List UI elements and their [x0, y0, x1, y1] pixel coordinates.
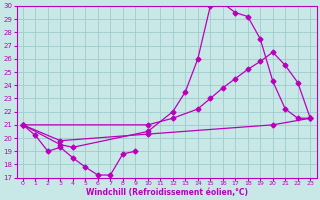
X-axis label: Windchill (Refroidissement éolien,°C): Windchill (Refroidissement éolien,°C)	[85, 188, 248, 197]
